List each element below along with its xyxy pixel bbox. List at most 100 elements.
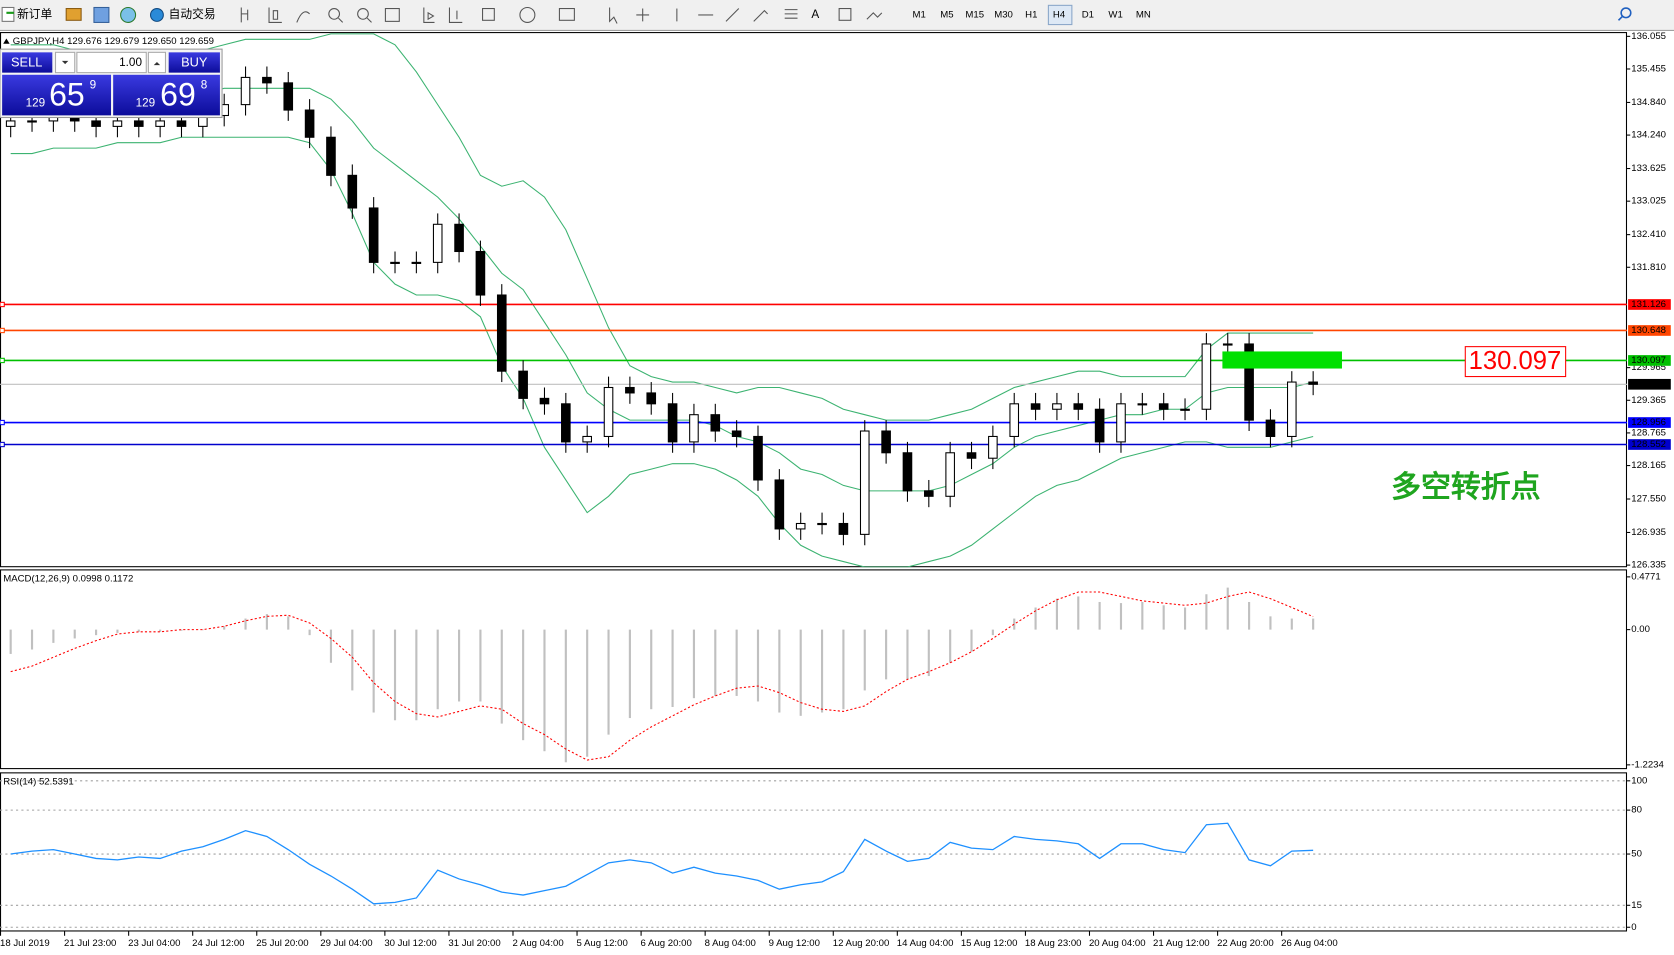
y-tick-label: 134.840 (1631, 97, 1666, 108)
macd-bar (1269, 616, 1272, 630)
text-tool-icon[interactable]: A (811, 8, 819, 21)
timeframe-button[interactable]: M15 (965, 9, 984, 20)
bid-box[interactable] (2, 74, 112, 116)
candle-body (27, 120, 37, 123)
timeframe-button[interactable]: M30 (994, 9, 1013, 20)
main-panel (0, 32, 1628, 568)
axis-price-label-bg (1628, 378, 1671, 390)
candle-body (112, 120, 123, 127)
candle-body (817, 522, 827, 526)
lot-input[interactable] (76, 51, 147, 74)
panel-content (9, 587, 1315, 763)
macd-panel (0, 569, 1628, 770)
price-callout: 130.097 (1469, 347, 1562, 375)
axis-price-label-bg (1628, 355, 1671, 366)
macd-bar (970, 629, 973, 652)
candle-body (859, 430, 870, 535)
candle-body (240, 76, 251, 106)
bid-fraction: 9 (90, 79, 97, 92)
macd-bar (479, 629, 482, 702)
candle-body (133, 120, 144, 127)
candle-body (561, 403, 571, 443)
candle-body (1180, 408, 1190, 411)
macd-bar (95, 629, 98, 636)
candle-body (326, 136, 336, 176)
y-tick-label: 126.935 (1631, 527, 1666, 538)
x-tick-label: 21 Jul 23:00 (64, 938, 116, 949)
axis-price-label-bg (1628, 299, 1671, 310)
lot-value[interactable]: 1.00 (119, 56, 142, 69)
macd-bar (1098, 601, 1101, 630)
x-tick-label: 21 Aug 12:00 (1153, 938, 1210, 949)
macd-bar (1141, 601, 1144, 630)
axis-price-label: 128.552 (1631, 439, 1666, 450)
macd-bar (73, 629, 76, 639)
auto-trading-button[interactable]: 自动交易 (149, 7, 216, 22)
toolbar-icons[interactable] (240, 6, 883, 24)
icon[interactable] (838, 8, 852, 21)
macd-bar (223, 626, 226, 630)
axis-price-label: 129.659 (1631, 379, 1666, 390)
trade-panel: SELL 1.00 BUY 129 65 9 129 69 8 (0, 48, 223, 119)
macd-bar (564, 629, 567, 763)
candle-body (1265, 419, 1276, 437)
macd-bar (863, 629, 866, 691)
macd-bar (1034, 607, 1037, 630)
macd-bar (756, 629, 760, 702)
x-tick-label: 20 Aug 04:00 (1089, 938, 1146, 949)
new-order-button[interactable]: 新订单 (1, 6, 53, 22)
timeframe-button[interactable]: H1 (1025, 9, 1037, 20)
candle-body (1094, 408, 1105, 443)
icon[interactable] (120, 6, 137, 23)
line-anchor (0, 357, 5, 364)
panel-title: MACD(12,26,9) 0.0998 0.1172 (3, 574, 133, 585)
candle-body (1244, 343, 1254, 421)
ask-box[interactable] (113, 74, 220, 116)
auto-trading-label[interactable]: 自动交易 (169, 7, 216, 21)
line-anchor (0, 327, 5, 334)
icon[interactable] (93, 6, 110, 23)
x-tick-label: 23 Jul 04:00 (128, 938, 180, 949)
timeframe-button[interactable]: MN (1136, 9, 1151, 20)
y-tick-label: 133.625 (1631, 163, 1666, 174)
search-icon[interactable] (1620, 7, 1632, 19)
sell-label[interactable]: SELL (11, 54, 42, 69)
y-tick-label: 128.765 (1631, 427, 1666, 438)
buy-button[interactable] (168, 52, 220, 73)
icon[interactable] (65, 8, 82, 21)
new-order-label[interactable]: 新订单 (17, 7, 52, 21)
timeframe-button[interactable]: W1 (1108, 9, 1122, 20)
macd-bar (287, 616, 290, 630)
macd-bar (500, 629, 503, 724)
ask-pips: 69 (160, 77, 196, 113)
timeframe-button[interactable]: M1 (913, 9, 926, 20)
buy-label[interactable]: BUY (181, 54, 208, 69)
macd-bar (735, 629, 738, 696)
candle-body (646, 392, 657, 405)
timeframe-button[interactable]: D1 (1082, 9, 1094, 20)
candle-body (5, 120, 16, 127)
y-tick-label: 128.165 (1631, 460, 1666, 471)
candle-body (1137, 403, 1148, 406)
y-tick-label: 15 (1631, 900, 1642, 911)
candle-body (753, 435, 763, 481)
macd-bar (671, 629, 674, 707)
y-tick-label: 126.335 (1631, 560, 1666, 571)
timeframe-button[interactable]: H4 (1053, 9, 1066, 20)
macd-bar (1290, 618, 1293, 630)
candle-body (881, 430, 891, 454)
search-icon[interactable] (1617, 15, 1624, 21)
symbol-marker (3, 38, 10, 44)
macd-bar (201, 629, 204, 631)
macd-bar (458, 629, 461, 702)
timeframe-button[interactable]: M5 (940, 9, 953, 20)
macd-bar (607, 629, 610, 735)
axis-price-label: 128.956 (1631, 417, 1666, 428)
candle-body (945, 452, 955, 497)
sell-button[interactable] (2, 52, 53, 73)
x-tick-label: 18 Aug 23:00 (1025, 938, 1082, 949)
arrow (61, 60, 69, 65)
candle-body (603, 386, 614, 437)
candle-body (176, 120, 187, 127)
